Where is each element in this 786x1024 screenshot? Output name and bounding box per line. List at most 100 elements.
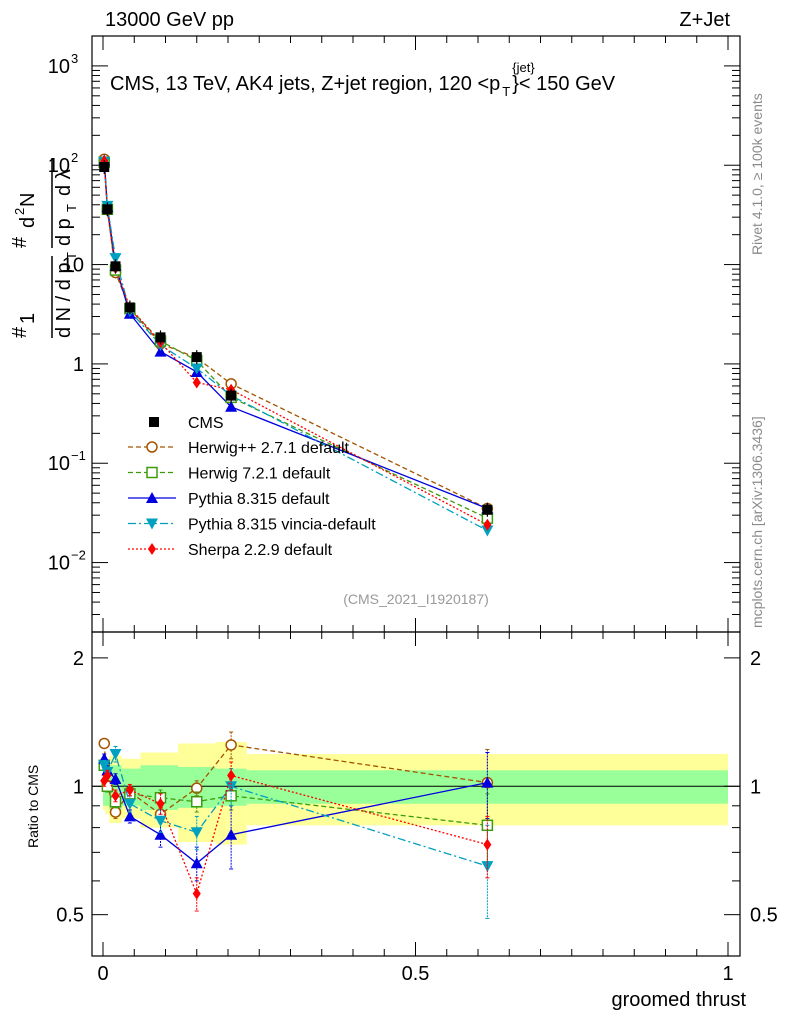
ratio-y-tick-label-right: 2 xyxy=(750,648,761,670)
svg-text:d N / d p: d N / d p xyxy=(53,262,75,338)
header-process: Z+Jet xyxy=(679,9,730,31)
mcplots-label: mcplots.cern.ch [arXiv:1306.3436] xyxy=(749,416,765,628)
x-tick-label: 1 xyxy=(722,963,733,985)
ratio-y-tick-label-right: 1 xyxy=(750,776,761,798)
y-tick-label: 10 xyxy=(62,255,84,277)
ratio-3-point xyxy=(190,827,203,839)
y-tick-label: 10 2 xyxy=(48,150,78,177)
y-tick-label-base: 10 xyxy=(48,553,70,575)
ratio-y-tick-label: 1 xyxy=(73,776,84,798)
ratio-0-point xyxy=(109,806,122,818)
y-tick-label: 10 3 xyxy=(48,51,78,78)
series-3-point xyxy=(109,253,122,265)
x-tick-label: 0.5 xyxy=(402,963,430,985)
svg-text:#: # xyxy=(9,236,31,248)
chart-title-text: CMS, 13 TeV, AK4 jets, Z+jet region, 120… xyxy=(110,73,500,95)
ratio-y-tick-label: 0.5 xyxy=(56,905,84,927)
ratio-2-point xyxy=(225,828,238,840)
ratio-2-point xyxy=(190,857,203,869)
ratio-3-point xyxy=(123,798,136,810)
ratio-3-point xyxy=(109,749,122,761)
y-tick-label-exp: −1 xyxy=(71,448,86,463)
x-tick-label: 0 xyxy=(97,963,108,985)
svg-text:#: # xyxy=(9,326,31,338)
y-tick-label: 10 −2 xyxy=(48,548,86,575)
ratio-4-point xyxy=(192,887,201,900)
series-4-point xyxy=(483,518,492,531)
chart-title-end: }< 150 GeV xyxy=(512,73,616,95)
y-tick-label-base: 10 xyxy=(48,453,70,475)
ratio-4-point xyxy=(125,784,134,797)
chart-title: CMS, 13 TeV, AK4 jets, Z+jet region, 120… xyxy=(110,60,616,99)
series-2-point xyxy=(154,345,167,357)
analysis-id: (CMS_2021_I1920187) xyxy=(343,591,489,607)
y-tick-label-exp: 3 xyxy=(71,51,78,66)
cms-data-point xyxy=(110,261,121,272)
legend-marker-1 xyxy=(146,466,158,479)
ratio-0-point xyxy=(225,739,237,751)
y-tick-label-exp: −2 xyxy=(71,548,86,563)
ratio-2-point xyxy=(154,828,167,840)
svg-text:2: 2 xyxy=(12,208,27,215)
series-line-4 xyxy=(103,161,488,526)
ratio-4-point xyxy=(111,789,120,802)
legend-label-1: Herwig 7.2.1 default xyxy=(188,466,331,483)
legend-marker-3 xyxy=(146,518,158,530)
y-tick-label-base: 10 xyxy=(48,56,70,78)
cms-data-point xyxy=(155,332,166,343)
ratio-4-point xyxy=(156,797,165,810)
chart-title-sup: {jet} xyxy=(512,60,535,75)
chart-title-sub: T xyxy=(502,84,510,99)
x-axis-label: groomed thrust xyxy=(611,989,746,1011)
ratio-3-point xyxy=(154,815,167,827)
legend-marker-2 xyxy=(146,492,158,503)
legend-marker-cms xyxy=(149,417,159,427)
svg-text:d λ: d λ xyxy=(53,169,75,196)
ratio-plot: 0 0.5 1 0.5 0.5 1 1 2 2 xyxy=(56,631,778,985)
ratio-y-tick-label: 2 xyxy=(73,648,84,670)
ratio-3-point xyxy=(481,861,494,873)
legend-label-3: Pythia 8.315 vincia-default xyxy=(188,517,376,534)
series-4-point xyxy=(192,376,201,389)
legend: CMS Herwig++ 2.7.1 default Herwig 7.2.1 de… xyxy=(128,415,376,559)
svg-text:1: 1 xyxy=(17,313,39,324)
y-tick-label-base: 1 xyxy=(73,354,84,376)
ratio-0-point xyxy=(98,737,110,750)
ratio-line-0 xyxy=(103,743,488,816)
ratio-y-axis-label: Ratio to CMS xyxy=(25,765,41,848)
svg-text:d: d xyxy=(17,217,39,228)
ratio-2-point xyxy=(481,776,494,788)
ratio-4-point xyxy=(103,769,112,782)
svg-text:T: T xyxy=(64,204,79,212)
ratio-2-point xyxy=(123,810,136,822)
svg-text:T: T xyxy=(64,252,79,260)
y-tick-label-base: 10 xyxy=(62,255,84,277)
cms-data-point xyxy=(191,352,202,363)
rivet-version-label: Rivet 4.1.0, ≥ 100k events xyxy=(749,93,765,255)
legend-marker-4 xyxy=(148,543,156,555)
legend-label-2: Pythia 8.315 default xyxy=(188,491,330,508)
ratio-y-tick-label-right: 0.5 xyxy=(750,905,778,927)
y-tick-label-base: 10 xyxy=(48,155,70,177)
cms-data-point xyxy=(124,302,135,313)
ratio-4-point xyxy=(483,838,492,851)
y-tick-label-exp: 2 xyxy=(71,150,78,165)
ratio-3-point xyxy=(98,760,111,772)
cms-data-point xyxy=(226,390,237,401)
cms-data-point xyxy=(482,504,493,515)
cms-data-point xyxy=(99,161,110,172)
series-3-point xyxy=(190,363,203,375)
series-3-point xyxy=(481,525,494,537)
y-tick-label: 1 xyxy=(73,354,84,376)
legend-label-0: Herwig++ 2.7.1 default xyxy=(188,440,350,457)
cms-data-point xyxy=(102,204,113,215)
legend-label-cms: CMS xyxy=(188,415,224,432)
svg-text:d p: d p xyxy=(53,218,75,246)
main-y-axis-label: # 1 d N / d p T # d 2 N d p T d λ xyxy=(9,158,79,338)
ratio-2-point xyxy=(109,773,122,785)
ratio-1-point xyxy=(191,795,203,808)
series-2-point xyxy=(225,400,238,412)
header-energy: 13000 GeV pp xyxy=(105,9,234,31)
